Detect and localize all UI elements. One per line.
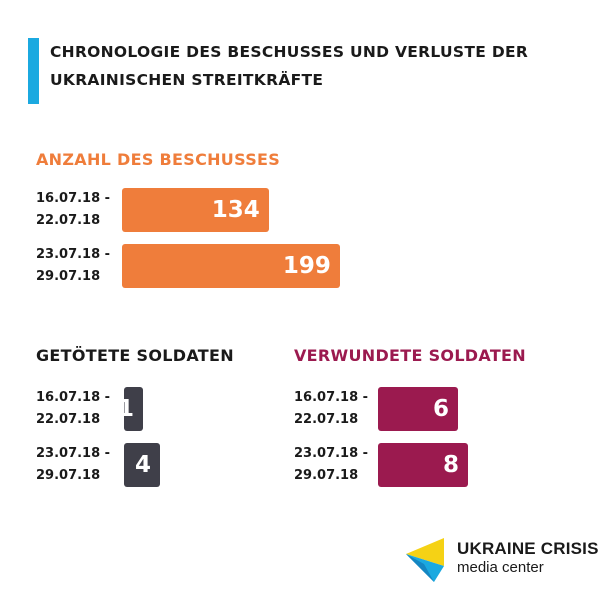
page-title: Chronologie des Beschusses und Verluste … bbox=[50, 43, 529, 89]
bar-value-label: 199 bbox=[282, 253, 331, 279]
date-start: 23.07.18 - bbox=[294, 446, 369, 461]
date-start: 23.07.18 - bbox=[36, 446, 111, 461]
shelling-bar-1: 134 bbox=[122, 188, 269, 232]
bar-value-label: 8 bbox=[442, 452, 459, 478]
date-end: 29.07.18 bbox=[36, 269, 101, 284]
bar-value-label: 1 bbox=[117, 396, 134, 422]
killed-date-label-2: 23.07.18 - 29.07.18 bbox=[36, 443, 110, 487]
title-accent-bar bbox=[28, 38, 39, 104]
shelling-bar-2: 199 bbox=[122, 244, 340, 288]
shelling-heading: Anzahl des Beschusses bbox=[36, 150, 281, 169]
wounded-bar-1: 6 bbox=[378, 387, 458, 431]
date-end: 29.07.18 bbox=[36, 468, 101, 483]
date-end: 29.07.18 bbox=[294, 468, 359, 483]
ukraine-crisis-logo: UKRAINE CRISIS media center bbox=[404, 536, 598, 584]
wounded-bar-2: 8 bbox=[378, 443, 468, 487]
date-start: 16.07.18 - bbox=[294, 390, 369, 405]
logo-line-2: media center bbox=[457, 559, 544, 576]
bar-value-label: 4 bbox=[134, 452, 151, 478]
date-end: 22.07.18 bbox=[294, 412, 359, 427]
wounded-date-label-2: 23.07.18 - 29.07.18 bbox=[294, 443, 368, 487]
killed-soldiers-heading: Getötete Soldaten bbox=[36, 346, 234, 365]
bar-value-label: 134 bbox=[211, 197, 260, 223]
killed-bar-2: 4 bbox=[124, 443, 160, 487]
logo-triangles-icon bbox=[406, 538, 444, 582]
shelling-date-label-2: 23.07.18 - 29.07.18 bbox=[36, 244, 110, 288]
wounded-date-label-1: 16.07.18 - 22.07.18 bbox=[294, 387, 368, 431]
date-start: 16.07.18 - bbox=[36, 390, 111, 405]
killed-date-label-1: 16.07.18 - 22.07.18 bbox=[36, 387, 110, 431]
killed-bar-1: 1 bbox=[118, 387, 143, 431]
date-start: 23.07.18 - bbox=[36, 247, 111, 262]
bar-value-label: 6 bbox=[432, 396, 449, 422]
date-end: 22.07.18 bbox=[36, 213, 101, 228]
date-start: 16.07.18 - bbox=[36, 191, 111, 206]
date-end: 22.07.18 bbox=[36, 412, 101, 427]
logo-line-1: UKRAINE CRISIS bbox=[457, 539, 599, 558]
shelling-date-label-1: 16.07.18 - 22.07.18 bbox=[36, 188, 110, 232]
wounded-soldiers-heading: Verwundete Soldaten bbox=[294, 346, 526, 365]
